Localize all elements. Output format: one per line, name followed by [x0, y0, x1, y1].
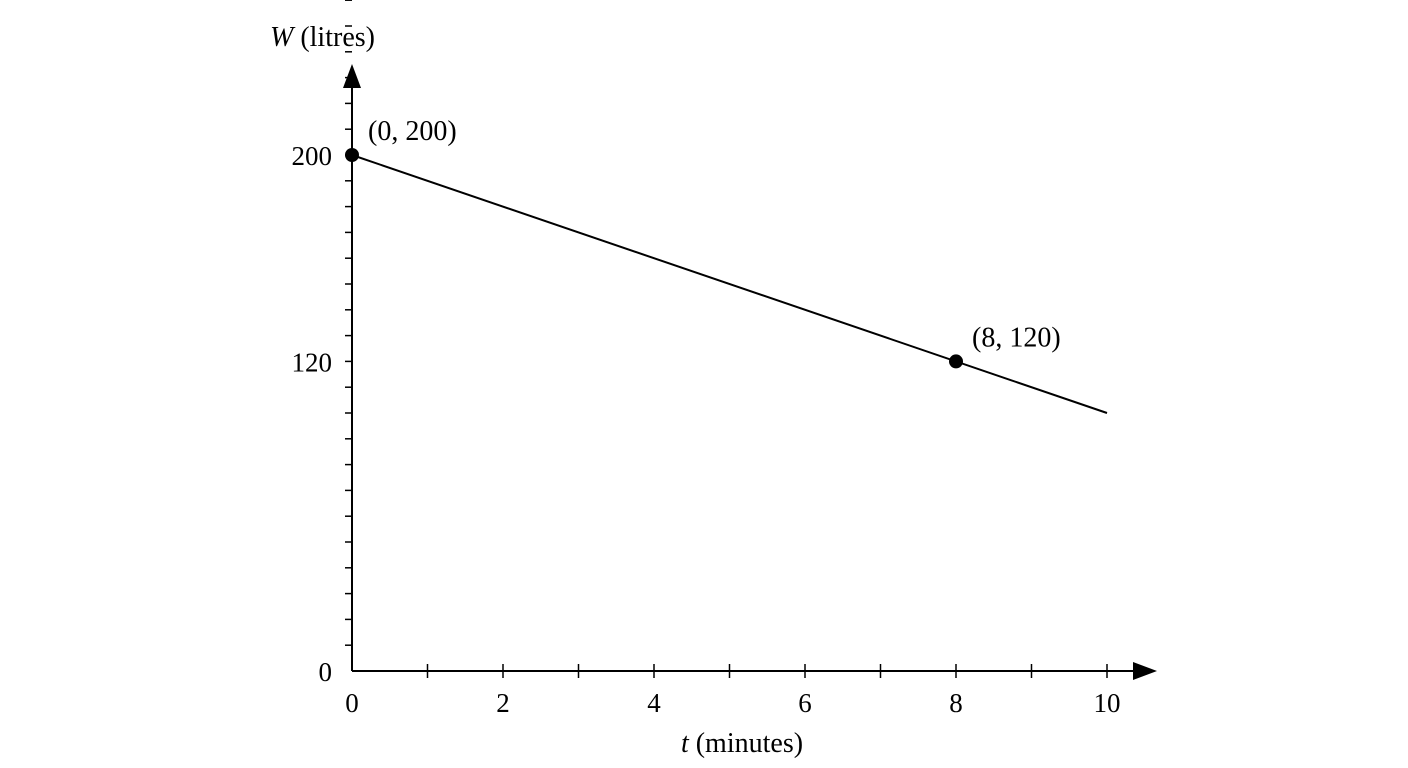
points-group: (0, 200) (8, 120) [345, 116, 1061, 369]
data-point [949, 354, 963, 369]
x-axis-unit: (minutes) [689, 728, 803, 759]
x-tick-label: 4 [647, 688, 661, 718]
tick-labels: 0 2 4 6 8 10 0 120 200 [292, 141, 1121, 718]
data-point [345, 148, 359, 162]
y-tick-label: 0 [319, 657, 333, 687]
x-tick-label: 2 [496, 688, 510, 718]
x-axis-variable: t [681, 728, 690, 759]
y-axis-label: W (litres) [270, 22, 375, 53]
x-axis-arrow [1133, 662, 1157, 680]
series-group [351, 154, 1108, 414]
x-axis-label: t (minutes) [681, 728, 803, 759]
y-tick-label: 120 [292, 347, 333, 377]
x-tick-label: 10 [1094, 688, 1121, 718]
axes [343, 64, 1157, 680]
y-axis-arrow [343, 64, 361, 88]
axis-labels: W (litres) t (minutes) [270, 22, 803, 759]
y-axis-variable: W [270, 22, 296, 53]
x-tick-label: 0 [345, 688, 359, 718]
point-label: (0, 200) [368, 116, 457, 147]
y-axis-unit: (litres) [293, 22, 375, 53]
y-tick-label: 200 [292, 141, 333, 171]
x-tick-label: 8 [949, 688, 963, 718]
point-label: (8, 120) [972, 322, 1061, 353]
series-line [351, 154, 1108, 414]
x-tick-label: 6 [798, 688, 812, 718]
